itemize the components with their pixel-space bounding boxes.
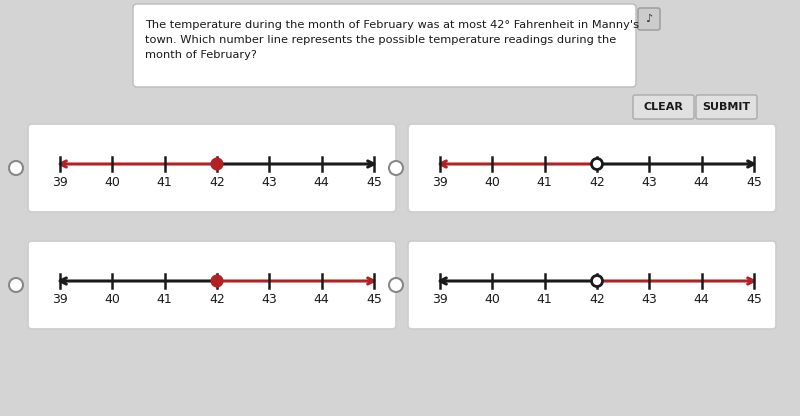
Text: 44: 44 [694, 176, 710, 189]
Circle shape [591, 158, 602, 169]
Text: 45: 45 [746, 176, 762, 189]
Circle shape [389, 278, 403, 292]
Text: 44: 44 [314, 176, 330, 189]
Circle shape [389, 161, 403, 175]
Text: 45: 45 [366, 176, 382, 189]
Text: 40: 40 [104, 176, 120, 189]
Text: 40: 40 [104, 293, 120, 306]
Text: 42: 42 [209, 293, 225, 306]
Text: SUBMIT: SUBMIT [702, 102, 750, 112]
Text: 42: 42 [589, 176, 605, 189]
FancyBboxPatch shape [408, 241, 776, 329]
Text: 43: 43 [642, 176, 658, 189]
Text: 41: 41 [157, 176, 173, 189]
Text: 41: 41 [537, 176, 553, 189]
FancyBboxPatch shape [633, 95, 694, 119]
Text: 39: 39 [432, 176, 448, 189]
Text: 39: 39 [432, 293, 448, 306]
Text: ♪: ♪ [646, 14, 653, 24]
FancyBboxPatch shape [133, 4, 636, 87]
Text: 41: 41 [157, 293, 173, 306]
Text: 40: 40 [484, 293, 500, 306]
Text: CLEAR: CLEAR [643, 102, 683, 112]
Circle shape [591, 275, 602, 287]
FancyBboxPatch shape [408, 124, 776, 212]
Text: 41: 41 [537, 293, 553, 306]
FancyBboxPatch shape [696, 95, 757, 119]
Text: 44: 44 [314, 293, 330, 306]
Text: 42: 42 [209, 176, 225, 189]
Text: town. Which number line represents the possible temperature readings during the: town. Which number line represents the p… [145, 35, 616, 45]
Text: 39: 39 [52, 293, 68, 306]
Text: 45: 45 [746, 293, 762, 306]
Text: 45: 45 [366, 293, 382, 306]
Text: 43: 43 [262, 176, 278, 189]
Circle shape [211, 158, 222, 169]
Circle shape [211, 275, 222, 287]
FancyBboxPatch shape [638, 8, 660, 30]
Text: 42: 42 [589, 293, 605, 306]
FancyBboxPatch shape [28, 241, 396, 329]
Text: 40: 40 [484, 176, 500, 189]
Text: 39: 39 [52, 176, 68, 189]
Text: 43: 43 [642, 293, 658, 306]
Text: The temperature during the month of February was at most 42° Fahrenheit in Manny: The temperature during the month of Febr… [145, 20, 639, 30]
Circle shape [9, 278, 23, 292]
Text: month of February?: month of February? [145, 50, 257, 60]
Text: 43: 43 [262, 293, 278, 306]
Circle shape [9, 161, 23, 175]
Text: 44: 44 [694, 293, 710, 306]
FancyBboxPatch shape [28, 124, 396, 212]
